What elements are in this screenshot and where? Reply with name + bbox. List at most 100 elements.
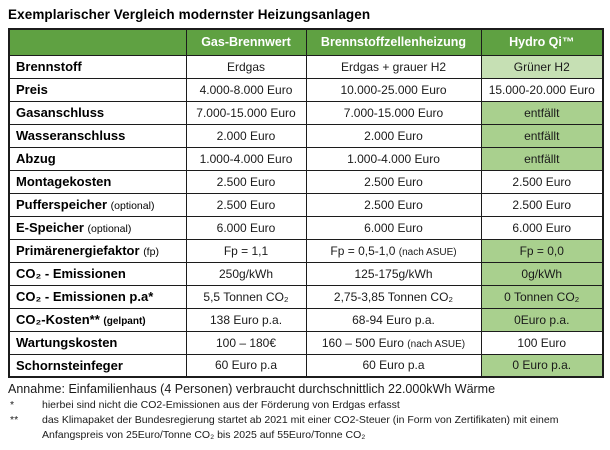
row-label: Pufferspeicher (optional) (8, 192, 187, 217)
cell-value: 7.000-15.000 Euro (343, 105, 444, 120)
assumption-text: Annahme: Einfamilienhaus (4 Personen) ve… (8, 382, 496, 396)
footnote-list: * hierbei sind nicht die CO2-Emissionen a… (8, 398, 602, 444)
cell-value: 2.500 Euro (216, 197, 276, 212)
row-label-text: Brennstoff (16, 59, 82, 74)
cell-value: entfällt (524, 151, 560, 166)
table-cell: 100 Euro (480, 330, 604, 355)
table-row: Abzug 1.000-4.000 Euro 1.000-4.000 Euro ent… (8, 146, 604, 171)
cell-value: 60 Euro p.a (214, 358, 278, 373)
table-row: E-Speicher (optional) 6.000 Euro 6.000 Eur… (8, 215, 604, 240)
row-label-text: Wartungskosten (16, 335, 118, 350)
footnote-marker: * (10, 399, 15, 411)
table-cell: 7.000-15.000 Euro (305, 100, 482, 125)
cell-value: 2.000 Euro (364, 128, 423, 143)
row-label: Wartungskosten (8, 330, 187, 355)
table-row: Primärenergiefaktor (fp) Fp = 1,1 Fp = 0,5… (8, 238, 604, 263)
table-cell: 60 Euro p.a (305, 353, 482, 378)
table-cell: 2.500 Euro (480, 192, 604, 217)
table-cell: 0Euro p.a. (480, 307, 604, 332)
row-label-text: Preis (16, 82, 48, 97)
cell-value: 138 Euro p.a. (209, 312, 283, 327)
row-label: CO₂ - Emissionen (8, 261, 187, 286)
row-label-text: Pufferspeicher (16, 197, 108, 212)
table-cell: 7.000-15.000 Euro (185, 100, 307, 125)
table-cell: 1.000-4.000 Euro (305, 146, 482, 171)
row-label-note: (fp) (143, 246, 159, 258)
cell-value: 1.000-4.000 Euro (199, 151, 293, 166)
table-cell: 2.000 Euro (185, 123, 307, 148)
cell-value: 100 Euro (517, 335, 567, 350)
cell-value: Grüner H2 (513, 59, 570, 74)
cell-value: 250g/kWh (218, 266, 274, 281)
table-cell: Erdgas + grauer H2 (305, 54, 482, 79)
table-cell: 2.500 Euro (305, 169, 482, 194)
column-header: Hydro Qi™ (480, 28, 604, 56)
cell-value: 7.000-15.000 Euro (196, 105, 296, 120)
table-row: Preis 4.000-8.000 Euro 10.000-25.000 Euro 1… (8, 77, 604, 102)
row-label-text: Montagekosten (16, 174, 112, 189)
cell-note: (nach ASUE) (398, 246, 457, 258)
table-row: CO₂ - Emissionen p.a* 5,5 Tonnen CO₂ 2,75-… (8, 284, 604, 309)
row-label: Wasseranschluss (8, 123, 187, 148)
table-row: Brennstoff Erdgas Erdgas + grauer H2 Grüner… (8, 54, 604, 79)
column-header: Brennstoffzellenheizung (305, 28, 482, 56)
cell-value: 2.500 Euro (216, 174, 276, 189)
page-title: Exemplarischer Vergleich modernster Heiz… (8, 7, 371, 22)
table-cell: 10.000-25.000 Euro (305, 77, 482, 102)
cell-value: Fp = 1,1 (223, 243, 269, 258)
cell-value: entfällt (524, 128, 560, 143)
table-cell: 68-94 Euro p.a. (305, 307, 482, 332)
cell-value: 2.500 Euro (512, 197, 572, 212)
row-label-text: CO₂ - Emissionen (16, 266, 126, 281)
table-cell: 0 Tonnen CO₂ (480, 284, 604, 309)
row-label-text: Abzug (16, 151, 56, 166)
row-label: Gasanschluss (8, 100, 187, 125)
row-label: CO₂-Kosten** (gelpant) (8, 307, 187, 332)
table-cell: 4.000-8.000 Euro (185, 77, 307, 102)
heating-comparison-table: Gas-Brennwert Brennstoffzellenheizung Hydr… (8, 28, 604, 378)
table-row: Wartungskosten 100 – 180€ 160 – 500 Euro (… (8, 330, 604, 355)
cell-value: 1.000-4.000 Euro (347, 151, 440, 166)
row-label-text: CO₂ - Emissionen p.a* (16, 289, 154, 304)
footnote-marker: ** (10, 414, 19, 427)
table-row: Montagekosten 2.500 Euro 2.500 Euro 2.500 E… (8, 169, 604, 194)
cell-value: 0 Tonnen CO₂ (504, 289, 580, 304)
cell-value: 15.000-20.000 Euro (488, 82, 595, 97)
table-cell: 6.000 Euro (305, 215, 482, 240)
table-cell: Fp = 0,0 (480, 238, 604, 263)
row-label: Montagekosten (8, 169, 187, 194)
table-cell: 125-175g/kWh (305, 261, 482, 286)
cell-value: 160 – 500 Euro (321, 335, 404, 350)
table-cell: 250g/kWh (185, 261, 307, 286)
table-header-row: Gas-Brennwert Brennstoffzellenheizung Hydr… (8, 28, 604, 56)
row-label-text: Gasanschluss (16, 105, 105, 120)
cell-value: 60 Euro p.a (362, 358, 425, 373)
table-row: CO₂-Kosten** (gelpant) 138 Euro p.a. 68-94… (8, 307, 604, 332)
table-cell: 1.000-4.000 Euro (185, 146, 307, 171)
cell-value: 2.000 Euro (216, 128, 276, 143)
cell-note: (nach ASUE) (407, 338, 466, 350)
cell-value: 6.000 Euro (364, 220, 423, 235)
table-cell: 6.000 Euro (185, 215, 307, 240)
table-cell: 0g/kWh (480, 261, 604, 286)
corner-cell (8, 28, 187, 56)
table-cell: 2.000 Euro (305, 123, 482, 148)
table-row: CO₂ - Emissionen 250g/kWh 125-175g/kWh 0g/k… (8, 261, 604, 286)
table-cell: 2.500 Euro (480, 169, 604, 194)
cell-value: 2.500 Euro (512, 174, 572, 189)
footnote: ** das Klimapaket der Bundesregierung sta… (8, 413, 602, 443)
table-cell: 15.000-20.000 Euro (480, 77, 604, 102)
row-label-text: Primärenergiefaktor (16, 243, 140, 258)
table-cell: Fp = 1,1 (185, 238, 307, 263)
cell-value: 68-94 Euro p.a. (352, 312, 435, 327)
row-label-note: (gelpant) (103, 316, 146, 327)
cell-value: 100 – 180€ (215, 335, 277, 350)
table-cell: 160 – 500 Euro (nach ASUE) (305, 330, 482, 355)
cell-value: 6.000 Euro (512, 220, 572, 235)
table-cell: 2,75-3,85 Tonnen CO₂ (305, 284, 482, 309)
cell-value: Fp = 0,0 (519, 243, 564, 258)
footnote-text: das Klimapaket der Bundesregierung start… (42, 414, 559, 442)
cell-value: Erdgas + grauer H2 (340, 59, 447, 74)
footnote-text: hierbei sind nicht die CO2-Emissionen au… (42, 399, 400, 411)
